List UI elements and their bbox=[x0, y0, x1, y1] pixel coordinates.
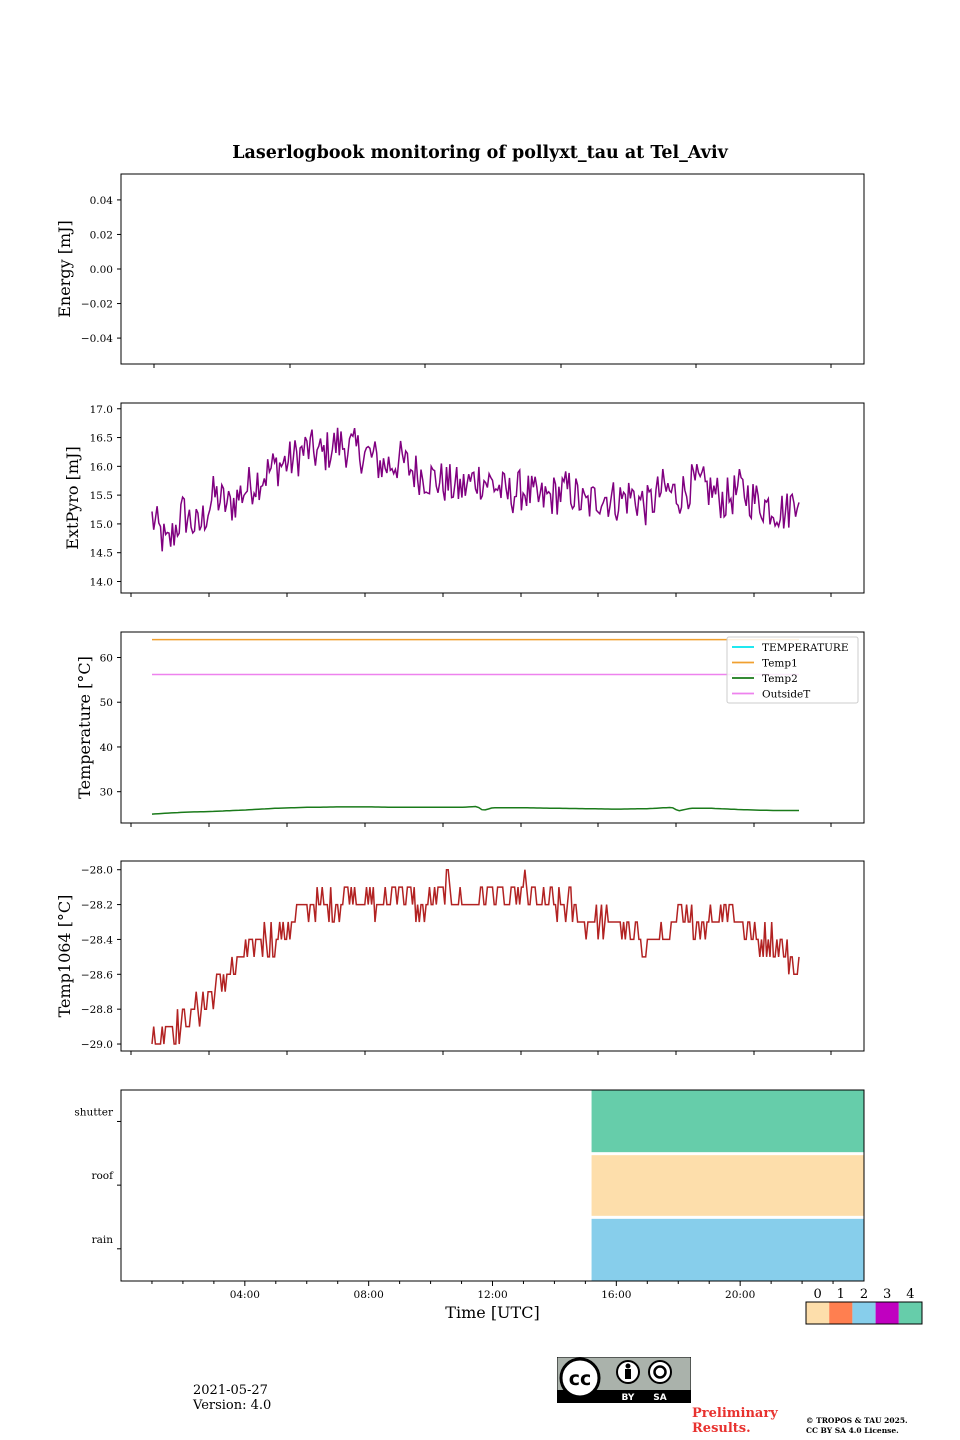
y-tick-label: −29.0 bbox=[81, 1039, 113, 1051]
date-version-block: 2021-05-27 Version: 4.0 bbox=[193, 1383, 271, 1413]
y-tick-label: −28.4 bbox=[81, 934, 113, 946]
x-tick-label: 16:00 bbox=[601, 1289, 631, 1301]
y-tick-label: 40 bbox=[100, 742, 113, 754]
legend-entry-temp1: Temp1 bbox=[762, 658, 798, 670]
x-tick-label: 08:00 bbox=[354, 1289, 384, 1301]
colorbar-label-2: 2 bbox=[860, 1287, 868, 1302]
colorbar-frame bbox=[805, 1301, 923, 1325]
status-segment-roof bbox=[591, 1155, 864, 1216]
colorbar-swatch-1 bbox=[829, 1302, 853, 1324]
cc-license-logo: cc BY SA bbox=[556, 1356, 692, 1407]
colorbar-swatch-4 bbox=[898, 1302, 922, 1324]
colorbar-swatch-0 bbox=[806, 1302, 830, 1324]
copyright-line-1: © TROPOS & TAU 2025. bbox=[806, 1416, 908, 1425]
temperature-panel: 60 50 40 30 Temperature [°C] TEMPERATURE Temp1… bbox=[75, 631, 865, 827]
x-tick-label: 20:00 bbox=[725, 1289, 755, 1301]
temp1064-panel: −28.0 −28.2 −28.4 −28.6 −28.8 −29.0 Temp1064 [… bbox=[55, 860, 865, 1055]
copyright-note: © TROPOS & TAU 2025. CC BY SA 4.0 Licens… bbox=[806, 1416, 908, 1436]
y-axis-label: Temperature [°C] bbox=[75, 656, 94, 799]
colorbar-swatch-2 bbox=[852, 1302, 876, 1324]
y-tick-label: 14.0 bbox=[90, 576, 113, 588]
figure-title: Laserlogbook monitoring of pollyxt_tau a… bbox=[232, 143, 728, 163]
y-tick-label: 14.5 bbox=[90, 548, 113, 560]
status-panel: shutter roof rain 04:00 08:00 12:00 16:00 20:00… bbox=[74, 1089, 865, 1322]
y-tick-label: 0.02 bbox=[90, 229, 113, 241]
series-line-0 bbox=[151, 868, 800, 1045]
y-tick-label: 17.0 bbox=[90, 404, 113, 416]
y-axis-label: Temp1064 [°C] bbox=[55, 895, 74, 1018]
legend-box bbox=[726, 636, 859, 704]
preliminary-line-2: Results. bbox=[692, 1421, 751, 1436]
svg-text:cc: cc bbox=[569, 1368, 592, 1390]
axes-frame bbox=[120, 402, 865, 594]
extpyro-panel: 17.0 16.5 16.0 15.5 15.0 14.5 14.0 ExtPyro [mJ] bbox=[63, 402, 865, 597]
status-row-label-shutter: shutter bbox=[74, 1106, 114, 1118]
legend-entry-temperature: TEMPERATURE bbox=[762, 642, 849, 654]
legend-entry-temp2: Temp2 bbox=[762, 673, 798, 685]
y-tick-label: −28.2 bbox=[81, 900, 113, 912]
colorbar-label-0: 0 bbox=[813, 1287, 821, 1302]
y-tick-label: −28.6 bbox=[81, 969, 113, 981]
colorbar-swatch-3 bbox=[875, 1302, 899, 1324]
x-axis-label: Time [UTC] bbox=[445, 1303, 539, 1322]
status-segment-shutter bbox=[591, 1090, 864, 1153]
y-tick-label: −28.8 bbox=[81, 1004, 113, 1016]
status-row-label-roof: roof bbox=[91, 1170, 114, 1182]
preliminary-line-1: Preliminary bbox=[692, 1406, 778, 1421]
y-axis-label: Energy [mJ] bbox=[55, 220, 74, 318]
preliminary-note: Preliminary Results. bbox=[692, 1406, 778, 1436]
y-tick-label: 50 bbox=[100, 697, 113, 709]
y-tick-label: 15.5 bbox=[90, 490, 113, 502]
y-tick-label: −28.0 bbox=[81, 865, 113, 877]
y-tick-label: 16.5 bbox=[90, 433, 113, 445]
cc-by-label: BY bbox=[622, 1393, 635, 1403]
y-tick-label: 60 bbox=[100, 652, 113, 664]
status-row-label-rain: rain bbox=[92, 1234, 114, 1246]
colorbar-label-3: 3 bbox=[883, 1287, 891, 1302]
axes-frame bbox=[120, 860, 865, 1052]
axes-frame bbox=[120, 173, 865, 365]
y-tick-label: 30 bbox=[100, 787, 113, 799]
y-tick-label: 15.0 bbox=[90, 519, 113, 531]
status-segment-rain bbox=[591, 1218, 864, 1281]
y-tick-label: 16.0 bbox=[90, 461, 113, 473]
axes-frame bbox=[120, 631, 865, 824]
date-text: 2021-05-27 bbox=[193, 1383, 268, 1398]
x-tick-label: 04:00 bbox=[230, 1289, 260, 1301]
series-line-0 bbox=[151, 427, 800, 552]
y-tick-label: −0.02 bbox=[81, 299, 113, 311]
colorbar-label-4: 4 bbox=[906, 1287, 914, 1302]
legend-entry-outsidet: OutsideT bbox=[762, 689, 810, 701]
series-line-temp2 bbox=[151, 805, 799, 815]
copyright-line-2: CC BY SA 4.0 License. bbox=[806, 1426, 899, 1435]
y-tick-label: 0.04 bbox=[90, 195, 114, 207]
energy-panel: 0.04 0.02 0.00 −0.02 −0.04 Energy [mJ] bbox=[55, 173, 865, 368]
x-tick-label: 12:00 bbox=[477, 1289, 507, 1301]
y-tick-label: 0.00 bbox=[90, 264, 113, 276]
colorbar-label-1: 1 bbox=[837, 1287, 845, 1302]
cc-sa-label: SA bbox=[653, 1393, 666, 1403]
y-axis-label: ExtPyro [mJ] bbox=[63, 446, 82, 549]
version-text: Version: 4.0 bbox=[193, 1398, 272, 1413]
y-tick-label: −0.04 bbox=[81, 333, 113, 345]
